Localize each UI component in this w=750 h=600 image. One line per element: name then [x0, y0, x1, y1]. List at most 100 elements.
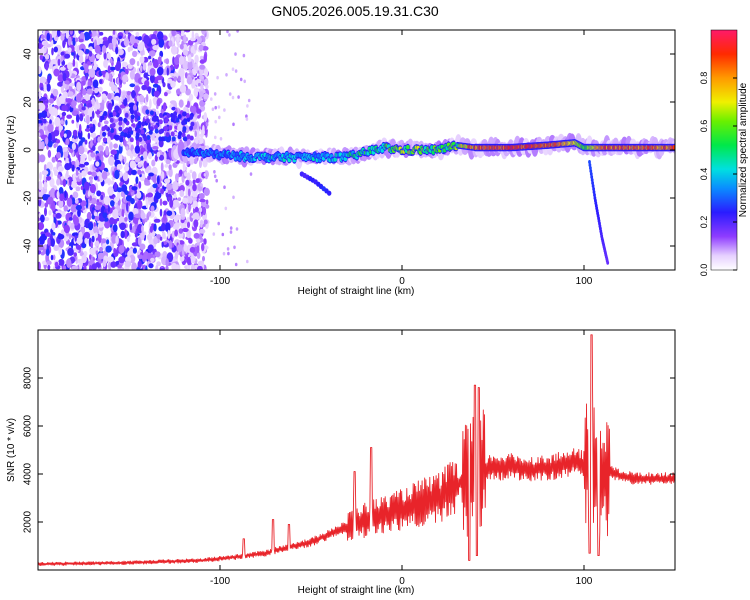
x-tick-label: 100: [576, 276, 593, 287]
noise-blob: [65, 30, 70, 39]
noise-blob: [145, 265, 148, 270]
noise-blob: [45, 248, 50, 256]
noise-blob: [134, 157, 141, 163]
noise-blob: [160, 188, 165, 195]
noise-blob: [106, 52, 111, 60]
noise-blob: [40, 214, 45, 223]
noise-blob: [137, 120, 142, 126]
noise-blob: [69, 82, 75, 87]
noise-blob: [113, 181, 118, 191]
tail-branch-cell: [589, 169, 593, 173]
noise-blob: [163, 210, 167, 216]
noise-blob: [89, 247, 96, 256]
noise-blob: [89, 126, 94, 134]
noise-blob: [103, 120, 109, 125]
noise-blob: [83, 231, 91, 240]
noise-blob: [146, 142, 151, 152]
noise-blob: [200, 183, 203, 187]
y-tick-label: 4000: [23, 462, 34, 485]
noise-blob: [199, 64, 206, 70]
noise-blob: [81, 106, 86, 111]
noise-blob: [107, 256, 114, 263]
noise-blob: [164, 66, 168, 76]
colorbar-tick-label: 0.2: [699, 216, 709, 229]
noise-blob: [118, 153, 123, 162]
noise-blob: [122, 172, 129, 182]
noise-blob: [69, 30, 74, 35]
noise-blob: [170, 73, 175, 77]
noise-blob: [245, 114, 248, 118]
noise-blob: [89, 195, 92, 202]
noise-blob: [182, 161, 186, 172]
noise-blob: [50, 254, 54, 261]
noise-blob: [91, 110, 95, 119]
noise-blob: [49, 177, 55, 188]
noise-blob: [140, 212, 146, 220]
noise-blob: [124, 260, 132, 268]
noise-blob: [46, 260, 52, 265]
noise-blob: [96, 201, 103, 206]
noise-blob: [169, 198, 174, 208]
noise-blob: [109, 141, 113, 151]
y-tick-label: 6000: [23, 414, 34, 437]
noise-blob: [171, 114, 176, 120]
noise-blob: [126, 133, 131, 139]
noise-blob: [124, 139, 127, 147]
noise-blob: [124, 165, 130, 172]
noise-blob: [142, 254, 147, 263]
noise-blob: [149, 225, 153, 233]
spectrogram-panel: -100 0 100 -40 -20 0 20 40 Height of straight …: [6, 29, 676, 297]
noise-blob: [223, 108, 226, 112]
noise-blob: [83, 147, 88, 153]
noise-blob: [106, 239, 110, 245]
noise-blob: [147, 152, 153, 160]
noise-blob: [219, 137, 223, 141]
noise-blob: [51, 47, 54, 56]
noise-blob: [205, 199, 209, 205]
noise-blob: [64, 190, 67, 199]
noise-blob: [71, 197, 76, 205]
tail-branch-cell: [592, 187, 595, 191]
secondary-branch-cell: [327, 190, 332, 196]
noise-blob: [194, 43, 198, 51]
noise-blob: [228, 33, 231, 37]
noise-blob: [56, 30, 61, 37]
noise-blob: [198, 82, 201, 87]
noise-blob: [176, 244, 183, 253]
noise-blob: [135, 176, 139, 185]
noise-blob: [103, 111, 108, 116]
noise-blob: [54, 108, 58, 118]
snr-y-label: SNR (10 * v/v): [6, 418, 17, 482]
noise-blob: [68, 217, 73, 221]
noise-blob: [161, 241, 164, 248]
noise-blob: [140, 50, 144, 56]
noise-blob: [171, 30, 176, 37]
noise-blob: [154, 191, 162, 200]
noise-blob: [199, 75, 204, 80]
tail-branch-cell: [606, 260, 610, 265]
noise-blob: [199, 55, 204, 60]
noise-blob: [72, 191, 79, 199]
noise-blob: [229, 230, 233, 234]
noise-blob: [141, 84, 147, 91]
noise-blob: [218, 115, 221, 120]
snr-x-ticks: -100 0 100: [210, 330, 593, 587]
noise-blob: [152, 83, 159, 88]
noise-blob: [118, 98, 122, 107]
noise-blob: [120, 191, 125, 198]
noise-blob: [64, 163, 71, 171]
noise-blob: [182, 227, 189, 233]
noise-blob: [174, 222, 180, 230]
noise-blob: [44, 53, 50, 60]
noise-blob: [174, 229, 179, 237]
noise-blob: [186, 117, 191, 122]
noise-blob: [52, 88, 59, 97]
noise-blob: [170, 45, 178, 55]
noise-blob: [129, 223, 133, 231]
noise-blob: [78, 54, 84, 64]
y-tick-label: -20: [23, 190, 34, 205]
noise-blob: [39, 171, 42, 181]
noise-blob: [125, 106, 129, 112]
noise-blob: [159, 267, 165, 270]
